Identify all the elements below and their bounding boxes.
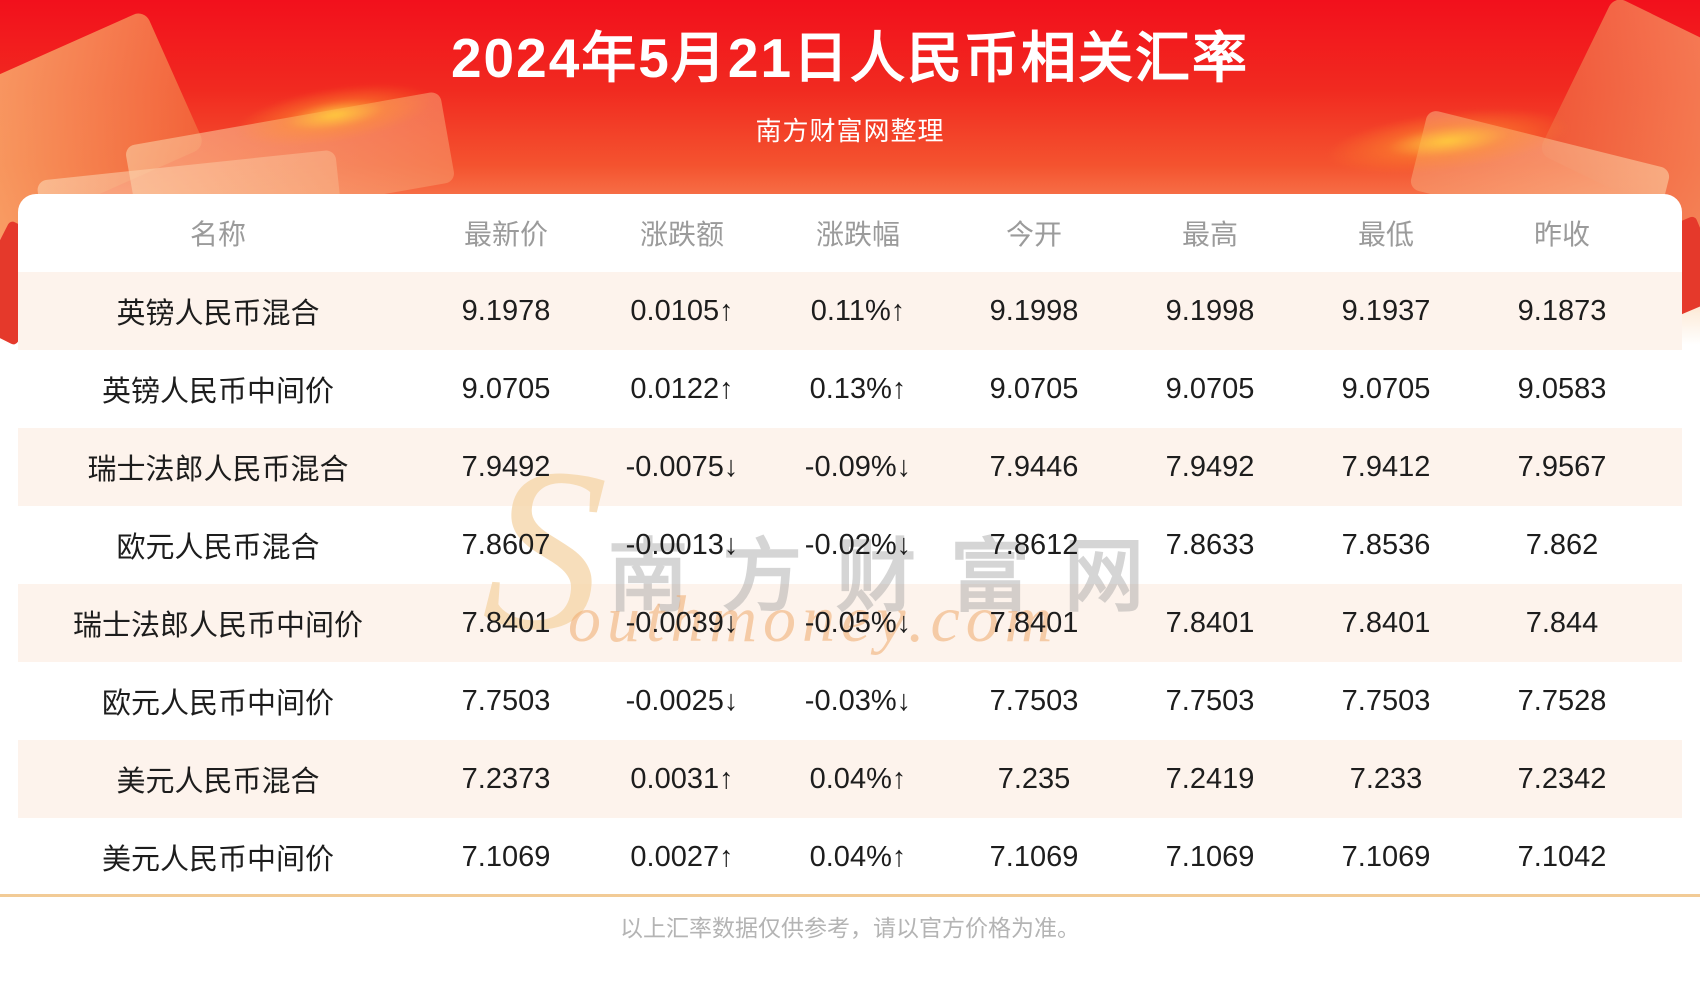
value-cell: 9.0705 bbox=[461, 372, 551, 405]
value-cell: 7.8536 bbox=[1341, 528, 1431, 561]
column-header-5: 最高 bbox=[1181, 219, 1238, 250]
column-header-7: 昨收 bbox=[1533, 219, 1590, 250]
value-cell: -0.0025↓ bbox=[625, 684, 739, 717]
column-header-4: 今开 bbox=[1005, 219, 1062, 250]
currency-name-cell: 英镑人民币混合 bbox=[116, 298, 320, 330]
value-cell: 7.9567 bbox=[1517, 450, 1607, 483]
value-cell: 7.7503 bbox=[989, 684, 1079, 717]
column-header-6: 最低 bbox=[1357, 219, 1414, 250]
value-cell: 7.2373 bbox=[461, 762, 551, 795]
value-cell: 7.862 bbox=[1525, 528, 1599, 561]
value-cell: 9.1873 bbox=[1517, 294, 1607, 327]
currency-name-cell: 美元人民币中间价 bbox=[101, 844, 334, 876]
value-cell: 7.8401 bbox=[461, 606, 551, 639]
column-header-1: 最新价 bbox=[463, 219, 548, 250]
value-cell: 7.7503 bbox=[1165, 684, 1255, 717]
table-row: 瑞士法郎人民币混合 7.9492 -0.0075↓ -0.09%↓ 7.9446 7.94… bbox=[18, 428, 1682, 506]
value-cell: 9.1978 bbox=[461, 294, 551, 327]
table-header-row: 名称 最新价 涨跌额 涨跌幅 今开 最高 最低 昨收 bbox=[18, 194, 1682, 272]
value-cell: 7.8607 bbox=[461, 528, 551, 561]
value-cell: 7.8401 bbox=[1165, 606, 1255, 639]
value-cell: 7.2419 bbox=[1165, 762, 1255, 795]
value-cell: -0.03%↓ bbox=[804, 684, 912, 717]
value-cell: 0.0122↑ bbox=[630, 372, 734, 405]
value-cell: 7.8633 bbox=[1165, 528, 1255, 561]
table-row: 欧元人民币中间价 7.7503 -0.0025↓ -0.03%↓ 7.7503 7.750… bbox=[18, 662, 1682, 740]
value-cell: 7.235 bbox=[997, 762, 1071, 795]
value-cell: 7.8401 bbox=[989, 606, 1079, 639]
disclaimer-text: 以上汇率数据仅供参考，请以官方价格为准。 bbox=[620, 915, 1080, 941]
value-cell: 7.8401 bbox=[1341, 606, 1431, 639]
value-cell: 9.1937 bbox=[1341, 294, 1431, 327]
currency-name-cell: 瑞士法郎人民币中间价 bbox=[72, 610, 363, 642]
value-cell: 9.0705 bbox=[989, 372, 1079, 405]
value-cell: 9.1998 bbox=[1165, 294, 1255, 327]
value-cell: -0.0039↓ bbox=[625, 606, 739, 639]
value-cell: 0.13%↑ bbox=[809, 372, 907, 405]
value-cell: 7.2342 bbox=[1517, 762, 1607, 795]
value-cell: 0.04%↑ bbox=[809, 840, 907, 873]
table-row: 美元人民币中间价 7.1069 0.0027↑ 0.04%↑ 7.1069 7.1069 7… bbox=[18, 818, 1682, 896]
rates-card: S 南方财富网 outhmoney.com 名称 最新价 涨跌额 涨跌幅 今开 最高 最低昨… bbox=[18, 194, 1682, 1000]
value-cell: 7.844 bbox=[1525, 606, 1599, 639]
value-cell: 7.9446 bbox=[989, 450, 1079, 483]
currency-name-cell: 瑞士法郎人民币混合 bbox=[87, 454, 349, 486]
value-cell: 7.1069 bbox=[1341, 840, 1431, 873]
page-title: 2024年5月21日人民币相关汇率 bbox=[450, 27, 1250, 89]
value-cell: 7.7528 bbox=[1517, 684, 1607, 717]
table-row: 英镑人民币混合 9.1978 0.0105↑ 0.11%↑ 9.1998 9.1998 9.… bbox=[18, 272, 1682, 350]
column-header-2: 涨跌额 bbox=[639, 219, 724, 250]
table-row: 英镑人民币中间价 9.0705 0.0122↑ 0.13%↑ 9.0705 9.0705 9… bbox=[18, 350, 1682, 428]
value-cell: 7.9492 bbox=[461, 450, 551, 483]
value-cell: 9.0705 bbox=[1165, 372, 1255, 405]
row-stripes bbox=[18, 272, 1682, 896]
page-subtitle: 南方财富网整理 bbox=[755, 116, 945, 146]
value-cell: 7.9412 bbox=[1341, 450, 1431, 483]
value-cell: 7.1069 bbox=[989, 840, 1079, 873]
currency-name-cell: 英镑人民币中间价 bbox=[101, 376, 334, 408]
value-cell: -0.09%↓ bbox=[804, 450, 912, 483]
value-cell: 7.233 bbox=[1349, 762, 1423, 795]
value-cell: 7.1069 bbox=[461, 840, 551, 873]
value-cell: 7.1069 bbox=[1165, 840, 1255, 873]
column-header-3: 涨跌幅 bbox=[815, 219, 900, 250]
value-cell: 7.7503 bbox=[461, 684, 551, 717]
value-cell: 9.0705 bbox=[1341, 372, 1431, 405]
table-row: 瑞士法郎人民币中间价 7.8401 -0.0039↓ -0.05%↓ 7.8401 7.8… bbox=[18, 584, 1682, 662]
value-cell: 0.11%↑ bbox=[810, 294, 906, 327]
value-cell: 0.0105↑ bbox=[630, 294, 734, 327]
currency-name-cell: 美元人民币混合 bbox=[116, 766, 320, 798]
value-cell: -0.05%↓ bbox=[804, 606, 912, 639]
value-cell: 9.1998 bbox=[989, 294, 1079, 327]
currency-name-cell: 欧元人民币中间价 bbox=[101, 688, 334, 720]
value-cell: 7.9492 bbox=[1165, 450, 1255, 483]
column-header-0: 名称 bbox=[189, 219, 246, 250]
value-cell: -0.02%↓ bbox=[804, 528, 912, 561]
footer-divider bbox=[0, 894, 1700, 897]
value-cell: -0.0075↓ bbox=[625, 450, 739, 483]
value-cell: 7.8612 bbox=[989, 528, 1079, 561]
currency-name-cell: 欧元人民币混合 bbox=[116, 532, 320, 564]
table-row: 欧元人民币混合 7.8607 -0.0013↓ -0.02%↓ 7.8612 7.8633… bbox=[18, 506, 1682, 584]
value-cell: 0.0031↑ bbox=[630, 762, 734, 795]
value-cell: -0.0013↓ bbox=[625, 528, 739, 561]
value-cell: 0.04%↑ bbox=[809, 762, 907, 795]
value-cell: 9.0583 bbox=[1517, 372, 1607, 405]
value-cell: 7.7503 bbox=[1341, 684, 1431, 717]
value-cell: 7.1042 bbox=[1517, 840, 1607, 873]
value-cell: 0.0027↑ bbox=[630, 840, 734, 873]
table-row: 美元人民币混合 7.2373 0.0031↑ 0.04%↑ 7.235 7.2419 7.2… bbox=[18, 740, 1682, 818]
exchange-rates-table: 名称 最新价 涨跌额 涨跌幅 今开 最高 最低 昨收 英镑人民币混合 9.1978 0.0105↑… bbox=[18, 194, 1682, 896]
